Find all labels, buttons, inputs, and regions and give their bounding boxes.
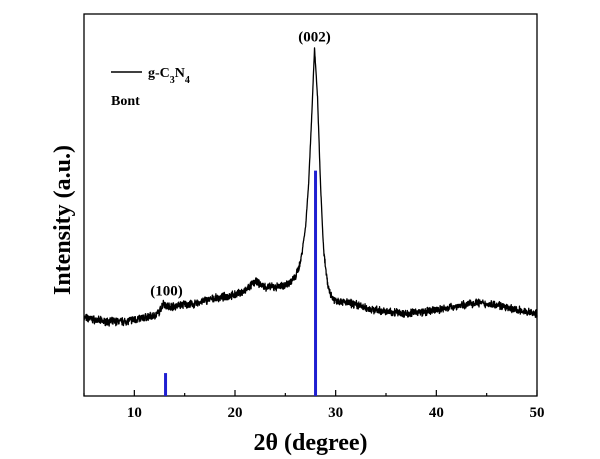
plot-frame [83, 13, 538, 397]
y-axis-title: Intensity (a.u.) [50, 145, 76, 295]
legend-label-bont: Bont [111, 94, 140, 109]
legend-label-g-c3n4: g-C3N4 [148, 66, 190, 86]
x-tick-label: 10 [127, 405, 142, 421]
x-tick-label: 20 [228, 405, 243, 421]
x-tick-label: 30 [328, 405, 343, 421]
x-tick-label: 50 [530, 405, 545, 421]
x-axis-title: 2θ (degree) [253, 430, 367, 456]
peak-label: (002) [298, 29, 331, 45]
peak-label: (100) [150, 283, 183, 299]
x-tick-label: 40 [429, 405, 444, 421]
g-c3n4-pattern-line [83, 47, 538, 327]
